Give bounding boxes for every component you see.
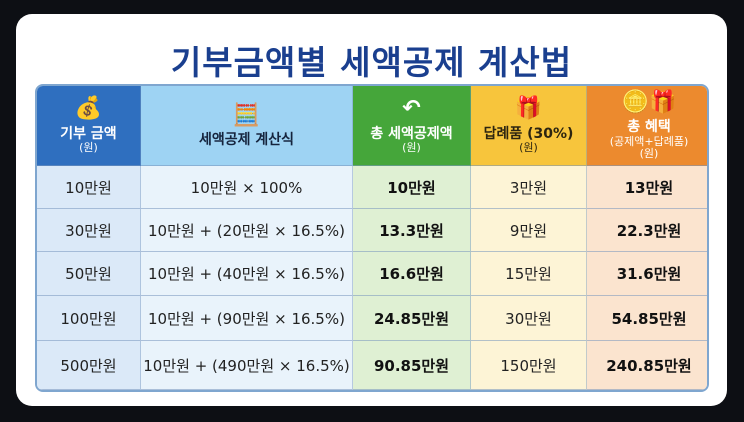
header-formula: 🧮 세액공제 계산식 — [141, 86, 353, 166]
page-title: 기부금액별 세액공제 계산법 — [170, 43, 573, 82]
deduction-table: 💰 기부 금액 (원) 🧮 세액공제 계산식 ↶ 총 세액공제액 (원) 🎁 답… — [35, 84, 709, 392]
table-cell-benefit: 240.85만원 — [587, 341, 707, 390]
table-cell-gift: 30만원 — [471, 296, 587, 341]
table-cell-deduction: 16.6만원 — [353, 252, 471, 296]
header-total-benefit: 🪙🎁 총 혜택 (공제액+답례품) (원) — [587, 86, 707, 166]
header-donation-amount: 💰 기부 금액 (원) — [37, 86, 141, 166]
table-cell-formula: 10만원 × 100% — [141, 166, 353, 209]
table-cell-deduction: 24.85만원 — [353, 296, 471, 341]
table-cell-amount: 30만원 — [37, 209, 141, 252]
table-cell-amount: 50만원 — [37, 252, 141, 296]
table-cell-formula: 10만원 + (490만원 × 16.5%) — [141, 341, 353, 390]
table-cell-deduction: 10만원 — [353, 166, 471, 209]
table-cell-gift: 150만원 — [471, 341, 587, 390]
header-gift: 🎁 답례품 (30%) (원) — [471, 86, 587, 166]
table-cell-benefit: 22.3만원 — [587, 209, 707, 252]
table-cell-benefit: 31.6만원 — [587, 252, 707, 296]
table-cell-deduction: 13.3만원 — [353, 209, 471, 252]
table-cell-gift: 3만원 — [471, 166, 587, 209]
gift-icon: 🎁 — [514, 96, 543, 122]
table-cell-formula: 10만원 + (40만원 × 16.5%) — [141, 252, 353, 296]
table-cell-amount: 10만원 — [37, 166, 141, 209]
table-cell-benefit: 13만원 — [587, 166, 707, 209]
table-cell-formula: 10만원 + (90만원 × 16.5%) — [141, 296, 353, 341]
table-cell-deduction: 90.85만원 — [353, 341, 471, 390]
calculator-icon: 🧮 — [232, 102, 261, 128]
coins-gift-icon: 🪙🎁 — [621, 90, 677, 116]
header-total-deduction: ↶ 총 세액공제액 (원) — [353, 86, 471, 166]
return-arrow-icon: ↶ — [402, 96, 421, 122]
table-cell-amount: 500만원 — [37, 341, 141, 390]
table-cell-amount: 100만원 — [37, 296, 141, 341]
table-cell-gift: 9만원 — [471, 209, 587, 252]
money-bag-icon: 💰 — [74, 96, 103, 122]
table-cell-gift: 15만원 — [471, 252, 587, 296]
table-cell-benefit: 54.85만원 — [587, 296, 707, 341]
table-cell-formula: 10만원 + (20만원 × 16.5%) — [141, 209, 353, 252]
content-card: 기부금액별 세액공제 계산법 💰 기부 금액 (원) 🧮 세액공제 계산식 ↶ … — [16, 14, 727, 406]
